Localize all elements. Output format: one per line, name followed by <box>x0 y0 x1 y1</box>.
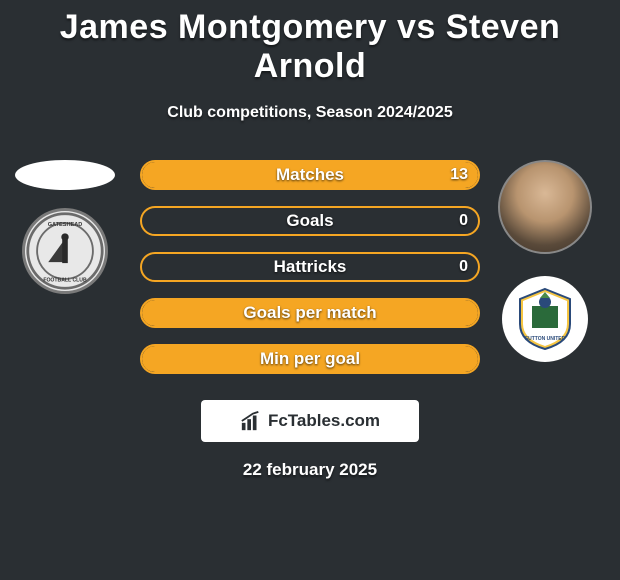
player1-photo <box>15 160 115 190</box>
stat-label: Goals per match <box>140 298 480 328</box>
stat-label: Min per goal <box>140 344 480 374</box>
svg-text:GATESHEAD: GATESHEAD <box>48 222 83 228</box>
chart-icon <box>240 410 262 432</box>
gateshead-badge-icon: GATESHEAD FOOTBALL CLUB <box>25 211 105 291</box>
player2-club-logo: SUTTON UNITED <box>502 276 588 362</box>
stat-row: Goals0 <box>140 206 480 236</box>
stat-row: Min per goal <box>140 344 480 374</box>
player2-photo <box>498 160 592 254</box>
stat-label: Matches <box>140 160 480 190</box>
stat-row: Matches13 <box>140 160 480 190</box>
svg-text:SUTTON UNITED: SUTTON UNITED <box>525 336 566 342</box>
player2-column: SUTTON UNITED <box>490 160 600 362</box>
sutton-badge-icon: SUTTON UNITED <box>510 284 580 354</box>
stats-area: GATESHEAD FOOTBALL CLUB SUTTON UNITED Ma… <box>0 160 620 390</box>
player1-column: GATESHEAD FOOTBALL CLUB <box>10 160 120 294</box>
stat-value-p2: 0 <box>459 252 468 282</box>
subtitle: Club competitions, Season 2024/2025 <box>0 104 620 122</box>
stat-row: Goals per match <box>140 298 480 328</box>
stat-label: Hattricks <box>140 252 480 282</box>
watermark: FcTables.com <box>201 400 419 442</box>
watermark-text: FcTables.com <box>268 411 380 431</box>
stat-bars: Matches13Goals0Hattricks0Goals per match… <box>140 160 480 390</box>
date-text: 22 february 2025 <box>0 460 620 480</box>
player1-club-logo: GATESHEAD FOOTBALL CLUB <box>22 208 108 294</box>
stat-value-p2: 0 <box>459 206 468 236</box>
stat-row: Hattricks0 <box>140 252 480 282</box>
stat-value-p2: 13 <box>450 160 468 190</box>
svg-text:FOOTBALL CLUB: FOOTBALL CLUB <box>43 278 87 284</box>
page-title: James Montgomery vs Steven Arnold <box>0 0 620 86</box>
stat-label: Goals <box>140 206 480 236</box>
